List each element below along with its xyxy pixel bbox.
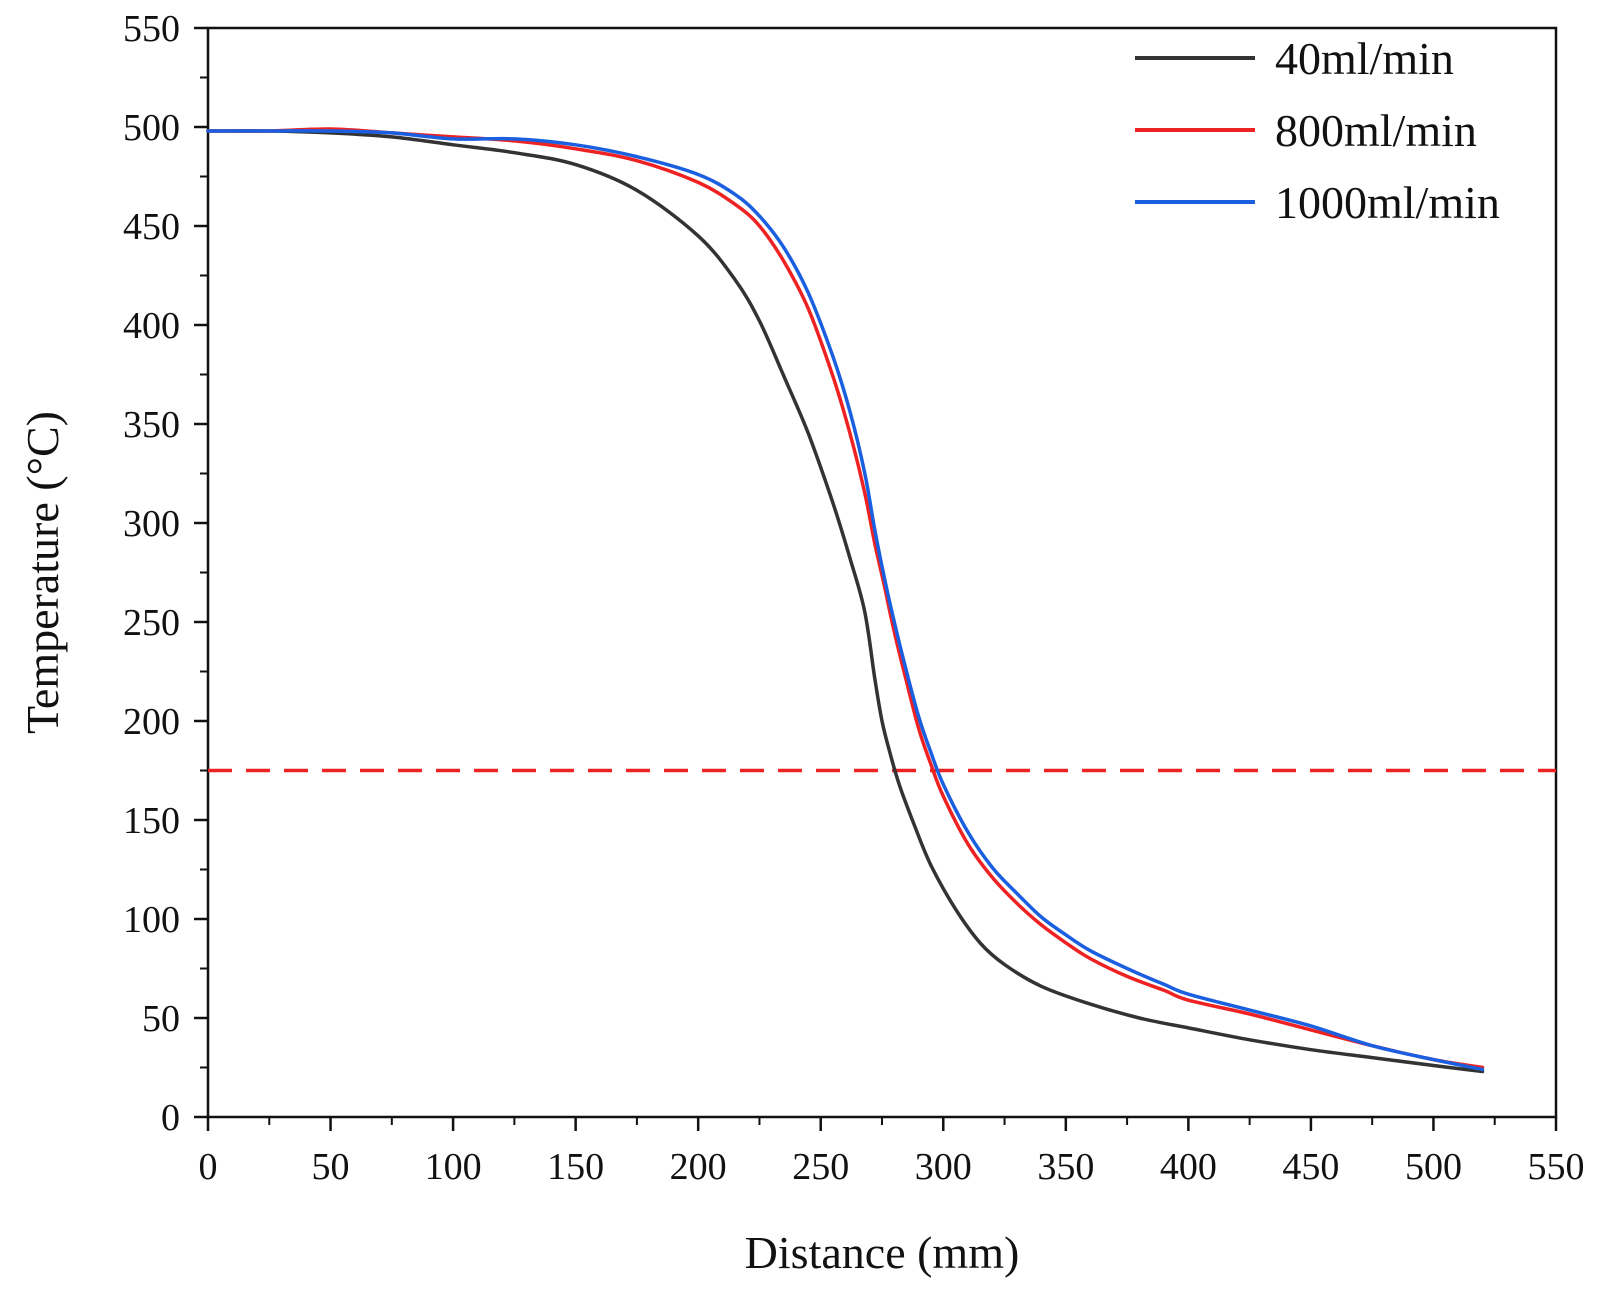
x-tick-label: 100 (425, 1146, 482, 1188)
y-tick-label: 350 (123, 404, 180, 446)
x-tick-label: 150 (547, 1146, 604, 1188)
series-line-0 (206, 129, 1485, 1074)
x-tick-label: 50 (312, 1146, 350, 1188)
x-tick-label: 500 (1405, 1146, 1462, 1188)
y-axis-ticks: 0 50 100 150 200 250 300 350 400 450 500 550 (123, 8, 208, 1139)
series-lines (206, 127, 1485, 1074)
x-tick-label: 200 (670, 1146, 727, 1188)
y-axis-title: Temperature (°C) (17, 411, 68, 734)
x-tick-label: 400 (1160, 1146, 1217, 1188)
legend-label: 800ml/min (1275, 105, 1477, 156)
y-tick-label: 450 (123, 206, 180, 248)
x-tick-label: 0 (199, 1146, 218, 1188)
x-axis-title: Distance (mm) (745, 1227, 1020, 1278)
y-tick-label: 250 (123, 602, 180, 644)
legend-label: 40ml/min (1275, 33, 1454, 84)
x-tick-label: 450 (1282, 1146, 1339, 1188)
x-tick-label: 300 (915, 1146, 972, 1188)
y-tick-label: 300 (123, 503, 180, 545)
y-tick-label: 500 (123, 107, 180, 149)
y-tick-label: 550 (123, 8, 180, 50)
y-tick-label: 400 (123, 305, 180, 347)
y-tick-label: 50 (142, 998, 180, 1040)
y-tick-label: 150 (123, 800, 180, 842)
x-tick-label: 250 (792, 1146, 849, 1188)
y-tick-label: 100 (123, 899, 180, 941)
x-tick-label: 550 (1528, 1146, 1585, 1188)
x-tick-label: 350 (1037, 1146, 1094, 1188)
series-line-2 (206, 129, 1485, 1072)
legend: 40ml/min 800ml/min 1000ml/min (1135, 33, 1500, 228)
legend-label: 1000ml/min (1275, 177, 1500, 228)
y-tick-label: 200 (123, 701, 180, 743)
x-axis-ticks: 0 50 100 150 200 250 300 350 400 450 500 550 (199, 1117, 1585, 1188)
series-line-1 (206, 127, 1485, 1070)
y-tick-label: 0 (161, 1097, 180, 1139)
